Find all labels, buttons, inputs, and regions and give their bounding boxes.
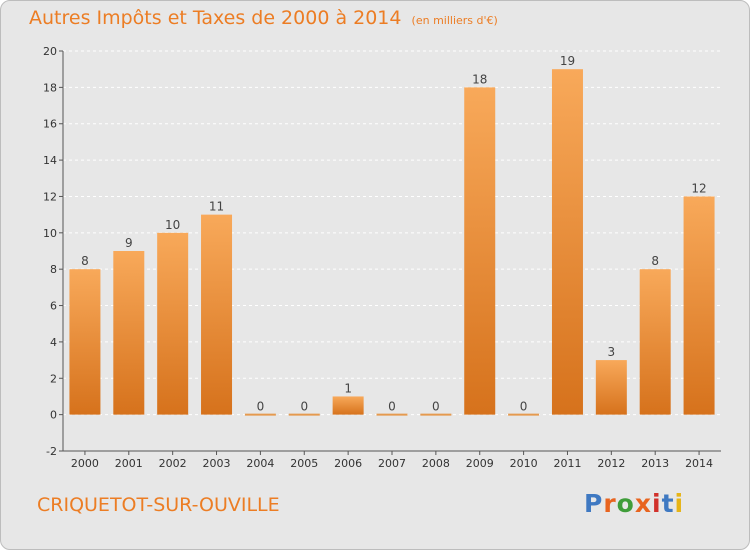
bar-value-label: 3 bbox=[608, 345, 616, 359]
bar-value-label: 8 bbox=[651, 254, 659, 268]
bar-2008 bbox=[420, 413, 452, 416]
bar-2005 bbox=[288, 413, 320, 416]
bar-2004 bbox=[244, 413, 276, 416]
x-tick-label: 2007 bbox=[378, 457, 406, 470]
y-tick-label: 14 bbox=[43, 154, 57, 167]
commune-name: CRIQUETOT-SUR-OUVILLE bbox=[37, 494, 280, 516]
bar-2001 bbox=[113, 251, 145, 415]
x-tick-label: 2014 bbox=[685, 457, 713, 470]
x-tick-label: 2000 bbox=[71, 457, 99, 470]
x-tick-label: 2002 bbox=[159, 457, 187, 470]
bar-2011 bbox=[551, 69, 583, 415]
x-tick-label: 2013 bbox=[641, 457, 669, 470]
logo-letter: r bbox=[603, 489, 617, 518]
chart-subtitle: (en milliers d'€) bbox=[411, 14, 498, 27]
chart-title-text: Autres Impôts et Taxes de 2000 à 2014 bbox=[29, 7, 402, 29]
x-tick-label: 2006 bbox=[334, 457, 362, 470]
y-tick-label: 4 bbox=[50, 336, 57, 349]
bar-2009 bbox=[464, 87, 496, 415]
x-tick-label: 2012 bbox=[597, 457, 625, 470]
y-tick-label: 10 bbox=[43, 227, 57, 240]
bar-value-label: 8 bbox=[81, 254, 89, 268]
y-tick-label: -2 bbox=[46, 445, 57, 458]
x-tick-label: 2008 bbox=[422, 457, 450, 470]
x-tick-label: 2004 bbox=[246, 457, 274, 470]
bar-value-label: 9 bbox=[125, 236, 133, 250]
y-tick-label: 8 bbox=[50, 263, 57, 276]
bar-2010 bbox=[508, 413, 540, 416]
y-tick-label: 2 bbox=[50, 372, 57, 385]
bar-value-label: 0 bbox=[300, 400, 308, 414]
bar-value-label: 12 bbox=[691, 181, 706, 195]
y-tick-label: 0 bbox=[50, 409, 57, 422]
x-tick-label: 2001 bbox=[115, 457, 143, 470]
logo-letter: i bbox=[674, 489, 685, 518]
x-tick-label: 2011 bbox=[553, 457, 581, 470]
logo-letter: t bbox=[661, 489, 675, 518]
y-tick-label: 12 bbox=[43, 190, 57, 203]
bar-value-label: 1 bbox=[344, 381, 352, 395]
bar-2006 bbox=[332, 396, 364, 415]
y-tick-label: 20 bbox=[43, 45, 57, 58]
x-tick-label: 2005 bbox=[290, 457, 318, 470]
chart-title: Autres Impôts et Taxes de 2000 à 2014 (e… bbox=[29, 7, 498, 29]
bar-value-label: 10 bbox=[165, 218, 180, 232]
bar-2012 bbox=[595, 360, 627, 415]
x-tick-label: 2009 bbox=[466, 457, 494, 470]
y-tick-label: 18 bbox=[43, 81, 57, 94]
y-tick-label: 6 bbox=[50, 300, 57, 313]
bar-2003 bbox=[201, 214, 233, 415]
bar-value-label: 11 bbox=[209, 200, 224, 214]
logo-letter: x bbox=[634, 489, 652, 518]
logo-letter: o bbox=[616, 489, 635, 518]
bar-2002 bbox=[157, 232, 189, 415]
y-tick-label: 16 bbox=[43, 118, 57, 131]
x-tick-label: 2010 bbox=[510, 457, 538, 470]
bar-2013 bbox=[639, 269, 671, 415]
bar-value-label: 0 bbox=[388, 400, 396, 414]
bar-value-label: 18 bbox=[472, 72, 487, 86]
bar-value-label: 0 bbox=[520, 400, 528, 414]
proxiti-logo: Proxiti bbox=[584, 489, 684, 518]
bar-value-label: 0 bbox=[432, 400, 440, 414]
bar-2007 bbox=[376, 413, 408, 416]
bar-value-label: 19 bbox=[560, 54, 575, 68]
bar-2014 bbox=[683, 196, 715, 415]
bar-value-label: 0 bbox=[257, 400, 265, 414]
bar-2000 bbox=[69, 269, 101, 415]
logo-letter: i bbox=[652, 489, 662, 518]
logo-letter: P bbox=[584, 489, 604, 518]
x-tick-label: 2003 bbox=[203, 457, 231, 470]
